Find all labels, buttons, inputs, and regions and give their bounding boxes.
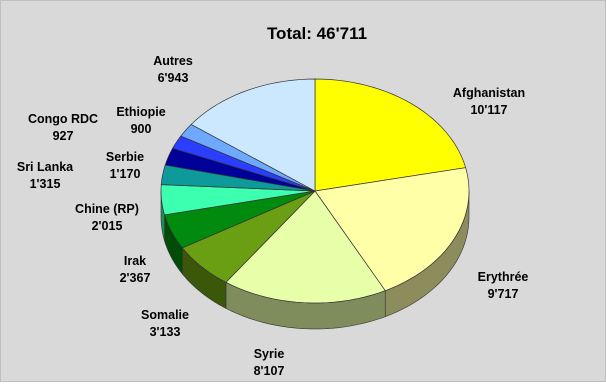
pie-slice-autres	[190, 78, 316, 192]
slice-label-ethiopie: Ethiopie 900	[116, 105, 165, 136]
slice-label-value: 10'117	[470, 103, 507, 117]
slice-label-name: Irak	[124, 254, 146, 268]
slice-label-value: 8'107	[254, 364, 285, 378]
slice-label-name: Erythrée	[478, 270, 529, 284]
slice-label-congo-rdc: Congo RDC 927	[28, 112, 98, 143]
slice-label-name: Afghanistan	[453, 86, 525, 100]
slice-label-name: Somalie	[141, 308, 189, 322]
pie-slice-chine-rp	[160, 184, 316, 216]
slice-label-name: Congo RDC	[28, 112, 98, 126]
slice-label-value: 1'170	[110, 167, 141, 181]
slice-label-name: Syrie	[254, 347, 285, 361]
slice-label-erythree: Erythrée 9'717	[478, 270, 529, 301]
slice-label-autres: Autres 6'943	[153, 54, 193, 85]
slice-label-syrie: Syrie 8'107	[254, 347, 285, 378]
slice-label-value: 6'943	[158, 71, 189, 85]
slice-label-name: Chine (RP)	[75, 202, 139, 216]
chart-title: Total: 46'711	[267, 24, 367, 43]
slice-label-name: Sri Lanka	[17, 160, 74, 174]
slice-label-afghanistan: Afghanistan 10'117	[453, 86, 525, 117]
pie-label-layer: Afghanistan 10'117 Erythrée 9'717 Syrie 8'107…	[17, 54, 529, 378]
slice-label-sri-lanka: Sri Lanka 1'315	[17, 160, 74, 191]
slice-label-value: 2'015	[92, 219, 123, 233]
pie-slice-syrie	[225, 190, 386, 304]
slice-label-value: 1'315	[30, 177, 61, 191]
pie-depth-layer	[160, 190, 470, 330]
slice-label-value: 2'367	[120, 271, 151, 285]
pie-top-layer	[160, 78, 470, 304]
slice-label-chine-rp: Chine (RP) 2'015	[75, 202, 139, 233]
slice-label-value: 9'717	[488, 287, 519, 301]
slice-label-value: 3'133	[150, 325, 181, 339]
slice-label-name: Autres	[153, 54, 193, 68]
pie-slice-erythree	[314, 167, 470, 292]
slice-label-value: 927	[53, 129, 74, 143]
slice-label-serbie: Serbie 1'170	[106, 150, 144, 181]
pie-slice-afghanistan	[314, 78, 467, 192]
slice-label-name: Serbie	[106, 150, 144, 164]
slice-label-name: Ethiopie	[116, 105, 165, 119]
slice-label-value: 900	[131, 122, 152, 136]
slice-label-irak: Irak 2'367	[120, 254, 151, 285]
slice-label-somalie: Somalie 3'133	[141, 308, 189, 339]
pie-slice-irak	[164, 190, 316, 249]
pie-slice-somalie	[181, 190, 316, 283]
